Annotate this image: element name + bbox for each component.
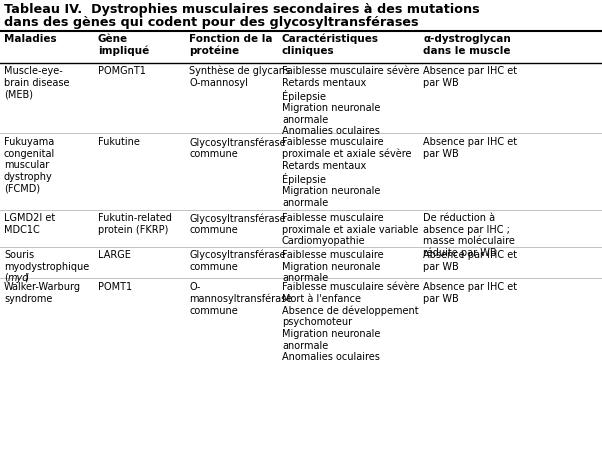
Text: Faiblesse musculaire sévère
Mort à l'enfance
Absence de développement
psychomote: Faiblesse musculaire sévère Mort à l'enf… bbox=[282, 282, 420, 362]
Text: Glycosyltransférase
commune: Glycosyltransférase commune bbox=[189, 213, 285, 235]
Text: Maladies: Maladies bbox=[4, 34, 57, 44]
Text: Glycosyltransférase
commune: Glycosyltransférase commune bbox=[189, 250, 285, 272]
Text: Faiblesse musculaire
proximale et axiale variable
Cardiomyopathie: Faiblesse musculaire proximale et axiale… bbox=[282, 213, 418, 246]
Text: Tableau IV.  Dystrophies musculaires secondaires à des mutations: Tableau IV. Dystrophies musculaires seco… bbox=[4, 3, 480, 16]
Text: Faiblesse musculaire sévère
Retards mentaux
Épilepsie
Migration neuronale
anorma: Faiblesse musculaire sévère Retards ment… bbox=[282, 66, 420, 136]
Text: Synthèse de glycans
O-mannosyl: Synthèse de glycans O-mannosyl bbox=[189, 66, 290, 88]
Text: Glycosyltransférase
commune: Glycosyltransférase commune bbox=[189, 137, 285, 159]
Text: Absence par IHC et
par WB: Absence par IHC et par WB bbox=[423, 250, 517, 272]
Text: Fonction de la
protéine: Fonction de la protéine bbox=[189, 34, 273, 56]
Text: Fukutine: Fukutine bbox=[98, 137, 140, 147]
Text: Faiblesse musculaire
Migration neuronale
anormale: Faiblesse musculaire Migration neuronale… bbox=[282, 250, 383, 283]
Text: Fukuyama
congenital
muscular
dystrophy
(FCMD): Fukuyama congenital muscular dystrophy (… bbox=[4, 137, 55, 193]
Text: De réduction à
absence par IHC ;
masse moléculaire
réduite par WB: De réduction à absence par IHC ; masse m… bbox=[423, 213, 515, 258]
Text: Faiblesse musculaire
proximale et axiale sévère
Retards mentaux
Épilepsie
Migrat: Faiblesse musculaire proximale et axiale… bbox=[282, 137, 412, 208]
Text: (: ( bbox=[4, 273, 8, 283]
Text: LGMD2I et
MDC1C: LGMD2I et MDC1C bbox=[4, 213, 55, 235]
Text: Caractéristiques
cliniques: Caractéristiques cliniques bbox=[282, 34, 379, 56]
Text: ): ) bbox=[24, 273, 28, 283]
Text: Muscle-eye-
brain disease
(MEB): Muscle-eye- brain disease (MEB) bbox=[4, 66, 69, 99]
Text: Absence par IHC et
par WB: Absence par IHC et par WB bbox=[423, 66, 517, 87]
Text: LARGE: LARGE bbox=[98, 250, 131, 260]
Text: α-dystroglycan
dans le muscle: α-dystroglycan dans le muscle bbox=[423, 34, 510, 55]
Text: Souris
myodystrophique: Souris myodystrophique bbox=[4, 250, 89, 272]
Text: Absence par IHC et
par WB: Absence par IHC et par WB bbox=[423, 137, 517, 158]
Text: dans des gènes qui codent pour des glycosyltransférases: dans des gènes qui codent pour des glyco… bbox=[4, 16, 418, 29]
Text: Fukutin-related
protein (FKRP): Fukutin-related protein (FKRP) bbox=[98, 213, 172, 235]
Text: myd: myd bbox=[8, 273, 29, 283]
Text: POMGnT1: POMGnT1 bbox=[98, 66, 146, 76]
Text: POMT1: POMT1 bbox=[98, 282, 132, 292]
Text: O-
mannosyltransférase
commune: O- mannosyltransférase commune bbox=[189, 282, 292, 316]
Text: Absence par IHC et
par WB: Absence par IHC et par WB bbox=[423, 282, 517, 304]
Text: Gène
impliqué: Gène impliqué bbox=[98, 34, 149, 56]
Text: Walker-Warburg
syndrome: Walker-Warburg syndrome bbox=[4, 282, 81, 304]
